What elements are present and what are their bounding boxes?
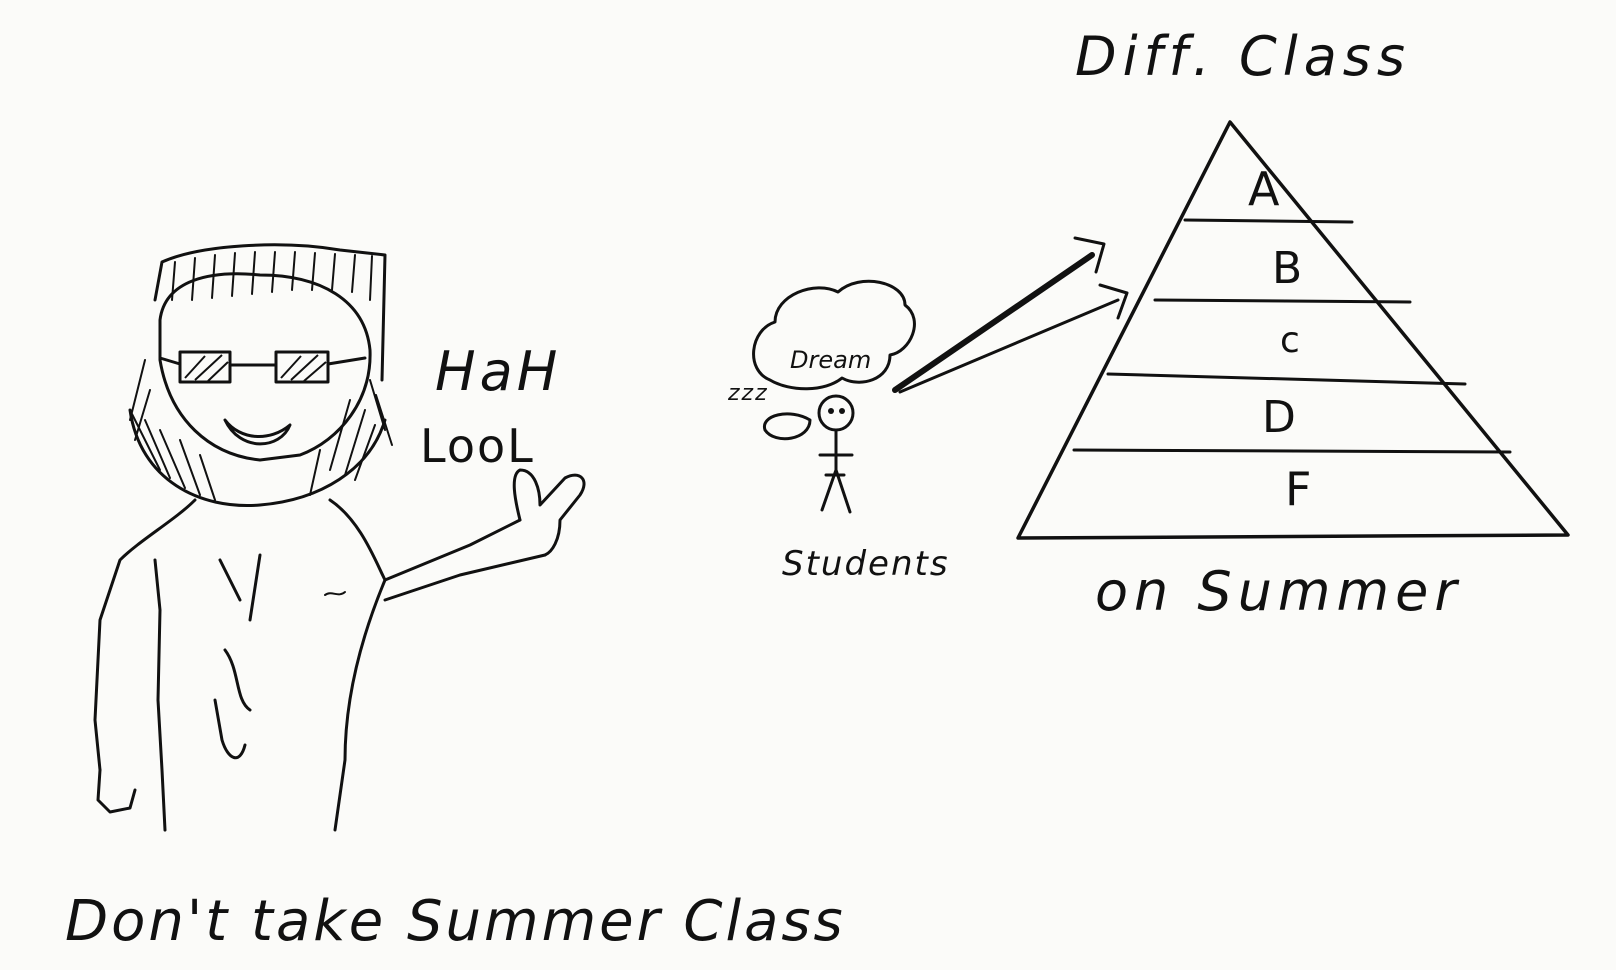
pyramid-level-c: c bbox=[1280, 320, 1300, 361]
pyramid-level-d: D bbox=[1262, 392, 1296, 443]
snore-text: zzz bbox=[727, 381, 769, 406]
pyramid-level-f: F bbox=[1285, 462, 1311, 516]
arrows bbox=[892, 236, 1129, 394]
bottom-caption: Don't take Summer Class bbox=[65, 889, 846, 954]
pyramid-level-a: A bbox=[1248, 162, 1280, 216]
teacher-figure bbox=[93, 243, 586, 832]
teacher-speech-line2: LooL bbox=[420, 419, 535, 473]
title-text: Diff. Class bbox=[1075, 25, 1411, 88]
student-figure bbox=[752, 279, 916, 514]
student-label: Students bbox=[782, 544, 950, 584]
pyramid-caption: on Summer bbox=[1095, 560, 1463, 623]
dream-text: Dream bbox=[790, 346, 871, 374]
grade-pyramid bbox=[1016, 120, 1570, 540]
pyramid-level-b: B bbox=[1272, 243, 1302, 294]
teacher-speech-line1: HaH bbox=[435, 340, 561, 403]
